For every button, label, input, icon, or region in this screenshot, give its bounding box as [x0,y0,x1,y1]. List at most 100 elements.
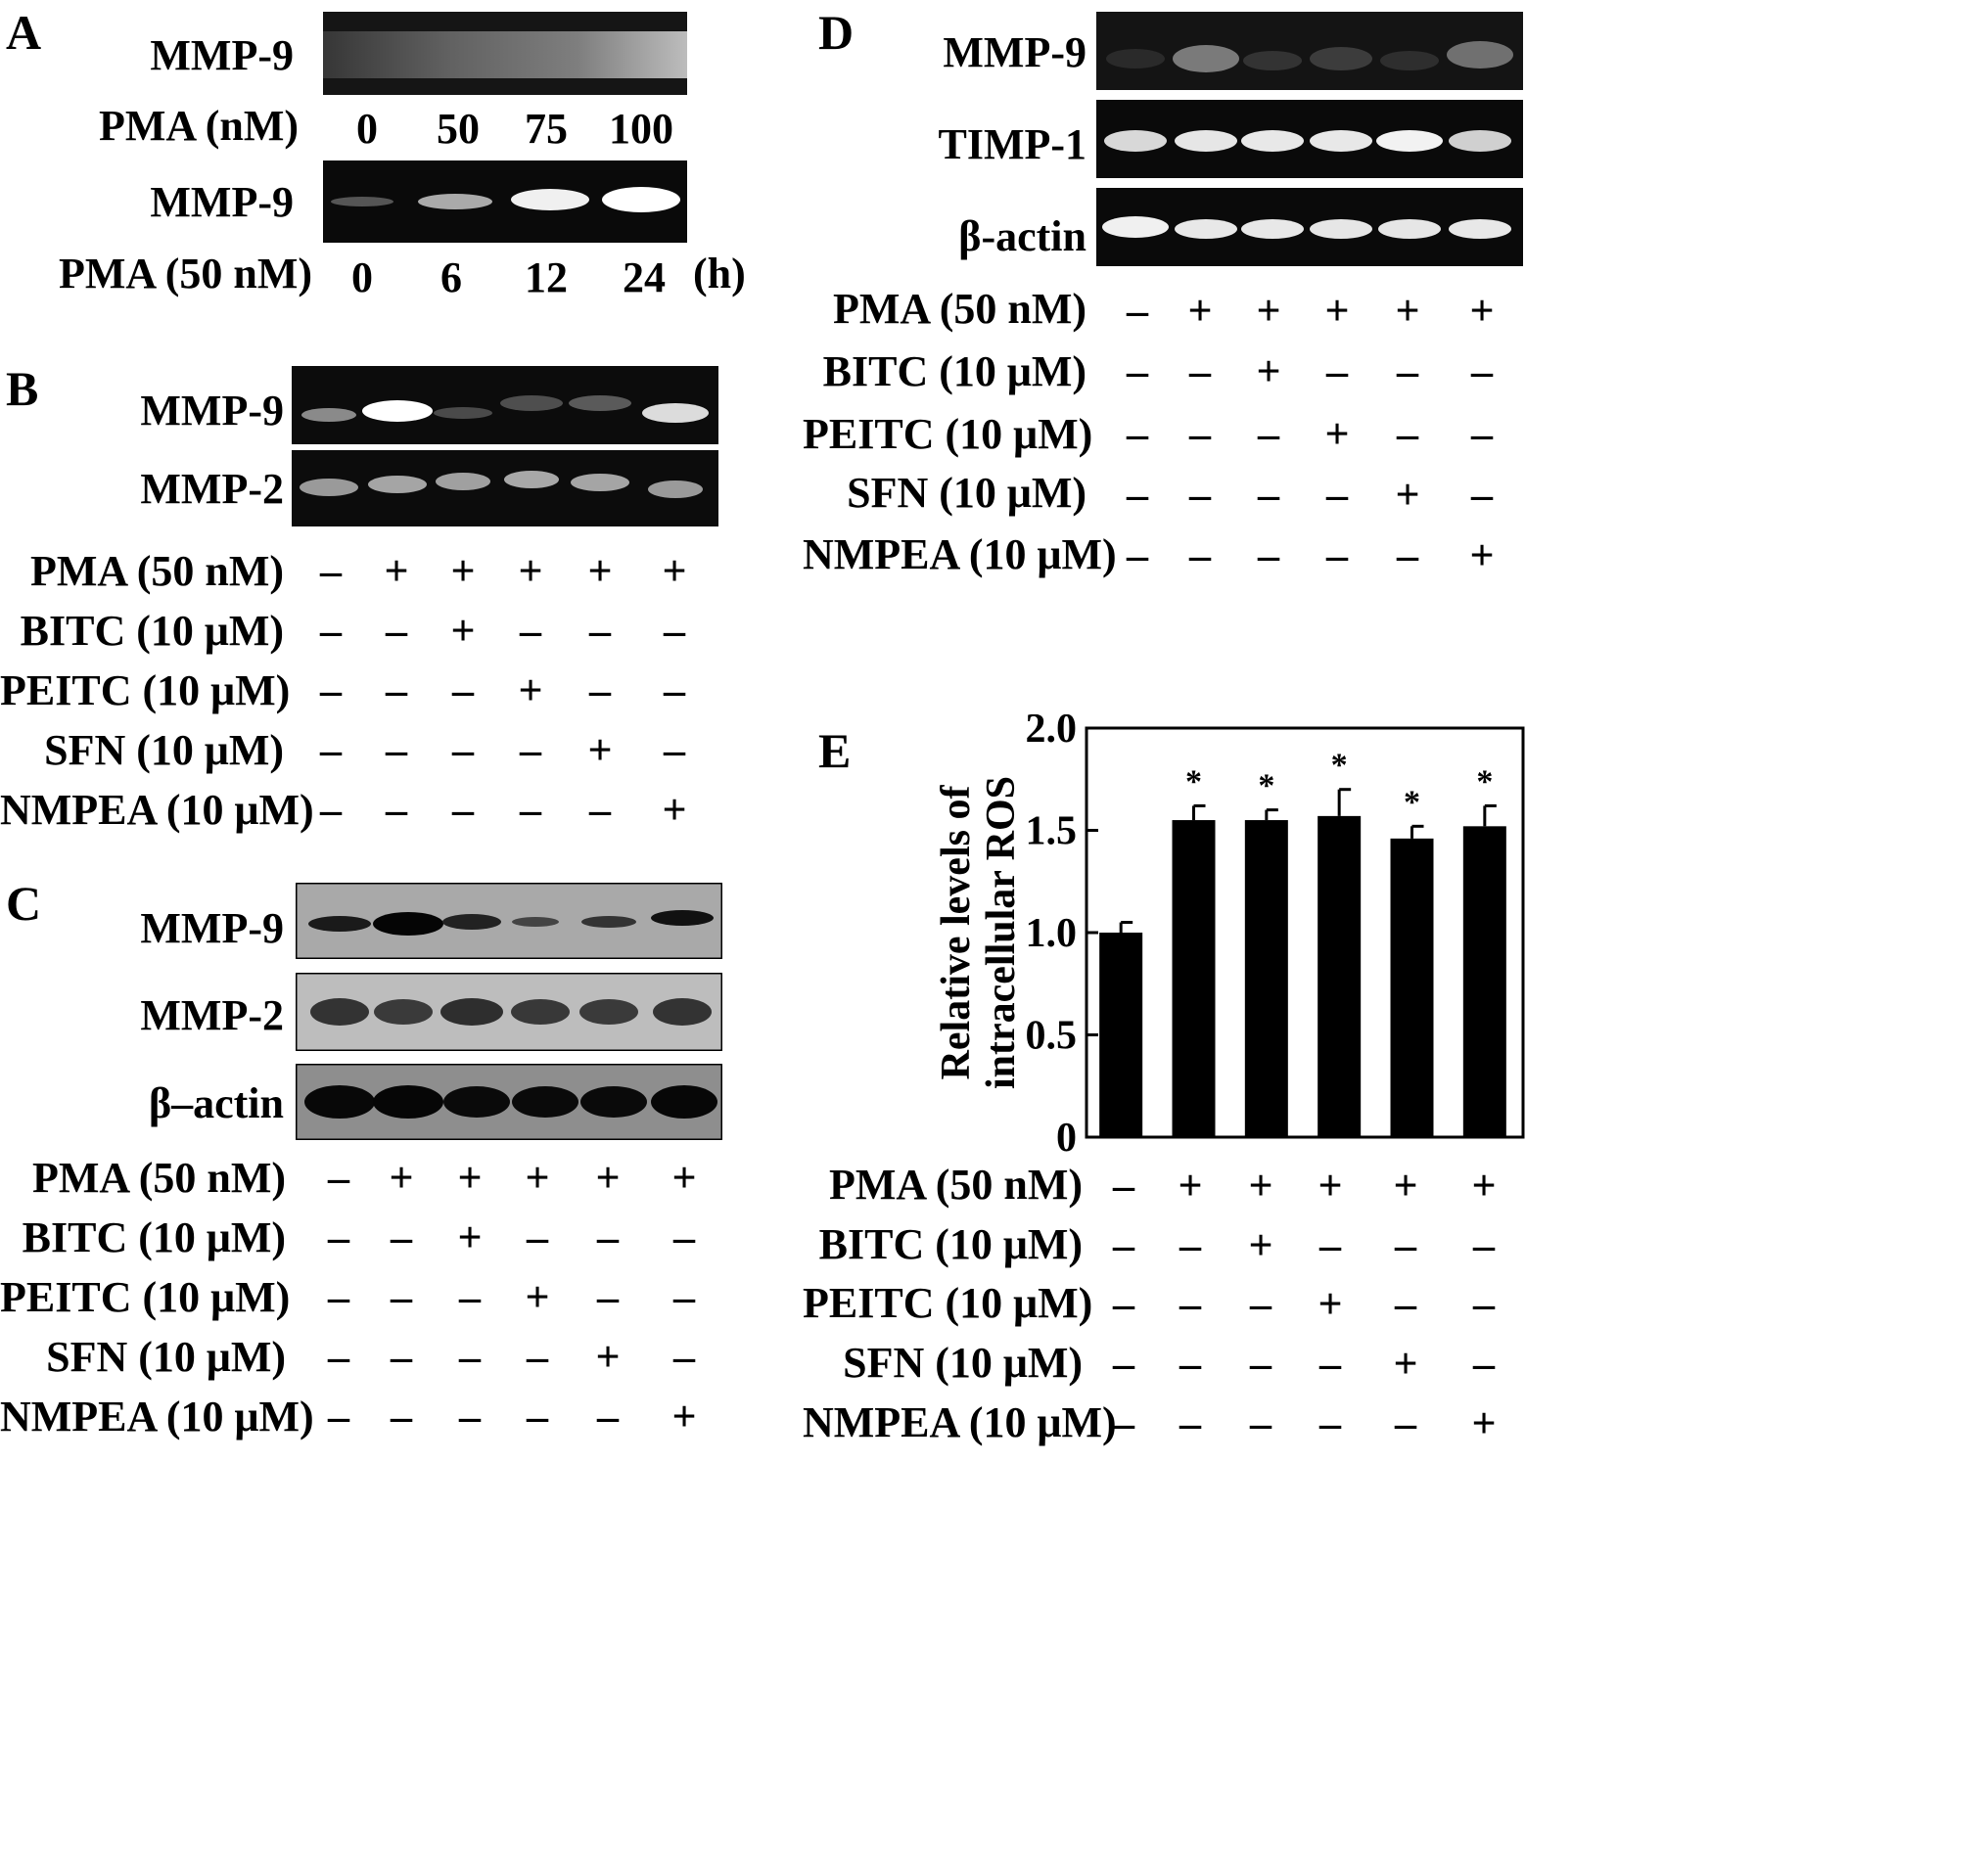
treatment-sign: – [1397,347,1418,395]
panel-a-row2-value: 0 [351,253,373,301]
treatment-label: PEITC (10 μM) [0,1273,291,1321]
panel-b-gel-label: MMP-2 [140,465,284,513]
treatment-sign: + [1178,1162,1203,1210]
treatment-sign: + [587,726,613,774]
treatment-sign: + [587,547,613,595]
treatment-sign: – [1189,347,1211,395]
bar [1244,820,1288,1137]
treatment-sign: – [1189,471,1211,519]
treatment-sign: – [1397,410,1418,458]
panel-b-gel-label: MMP-9 [140,387,284,434]
treatment-label: SFN (10 μM) [44,726,284,774]
ros-bar-chart: 0 0.5 1.0 1.5 2.0 * * * * * Relative levels ofin… [934,714,1525,1161]
treatment-sign: – [597,1273,619,1321]
treatment-sign: + [1393,1162,1418,1210]
y-tick-label: 2.0 [1026,714,1078,752]
treatment-sign: – [589,607,611,655]
treatment-sign: – [673,1273,695,1321]
panel-d-gel-timp1 [1096,100,1523,178]
treatment-sign: – [1127,347,1148,395]
treatment-sign: – [320,607,342,655]
treatment-sign: + [1187,287,1213,335]
panel-c-blot-mmp9 [296,883,722,959]
treatment-sign: – [597,1393,619,1441]
treatment-sign: – [1250,1280,1271,1328]
significance-marker: * [1185,763,1202,800]
treatment-sign: + [518,547,543,595]
panel-letter-c: C [6,876,42,931]
treatment-sign: – [1189,410,1211,458]
treatment-label: SFN (10 μM) [46,1333,286,1381]
treatment-sign: – [520,726,541,774]
treatment-sign: – [673,1333,695,1381]
panel-a-row1-label: PMA (nM) [98,102,299,150]
treatment-sign: + [1469,531,1495,579]
panel-c-blot-label: MMP-2 [140,991,284,1039]
treatment-sign: + [457,1213,483,1261]
panel-d-gel-label: β-actin [958,212,1086,260]
panel-letter-d: D [818,5,855,60]
bar [1390,838,1434,1137]
treatment-sign: – [1397,531,1418,579]
treatment-sign: – [1179,1399,1201,1447]
treatment-sign: – [328,1273,349,1321]
treatment-sign: – [1258,410,1279,458]
panel-d-gel-label: MMP-9 [943,28,1086,76]
significance-marker: * [1331,748,1348,784]
panel-d-gel-mmp9 [1096,12,1523,90]
significance-marker: * [1476,763,1493,800]
treatment-sign: – [1319,1340,1341,1388]
panel-a-row2-value: 24 [623,253,666,301]
treatment-sign: + [1256,347,1281,395]
treatment-sign: – [597,1213,619,1261]
treatment-sign: – [1179,1221,1201,1269]
treatment-sign: – [328,1393,349,1441]
treatment-sign: + [1248,1221,1273,1269]
treatment-sign: + [1256,287,1281,335]
panel-c-blot-mmp2 [296,973,722,1051]
panel-letter-e: E [818,723,852,778]
treatment-sign: – [1395,1280,1416,1328]
treatment-sign: – [1258,471,1279,519]
treatment-sign: + [1324,410,1350,458]
panel-a-gel2-label: MMP-9 [150,178,294,226]
treatment-sign: – [664,726,685,774]
treatment-sign: + [1471,1399,1497,1447]
chart-frame [1085,726,1525,1139]
treatment-sign: – [1127,471,1148,519]
treatment-sign: – [320,547,342,595]
treatment-sign: – [386,666,407,714]
panel-c-blot-label: MMP-9 [140,904,284,952]
panel-letter-b: B [6,361,39,416]
treatment-label: PEITC (10 μM) [803,1279,1093,1327]
treatment-sign: + [662,786,687,834]
treatment-sign: + [662,547,687,595]
treatment-sign: + [450,547,476,595]
treatment-sign: + [384,547,409,595]
treatment-sign: – [320,786,342,834]
panel-c-blot-actin [296,1064,722,1140]
treatment-sign: – [520,786,541,834]
bar [1099,933,1143,1137]
panel-a-row1-value: 100 [609,105,673,153]
treatment-sign: – [391,1393,412,1441]
panel-a-row1-value: 75 [525,105,568,153]
treatment-label: BITC (10 μM) [818,1220,1083,1268]
treatment-sign: – [452,726,474,774]
treatment-sign: + [1248,1162,1273,1210]
panel-d-gel-label: TIMP-1 [938,120,1086,168]
treatment-sign: – [1319,1221,1341,1269]
panel-a-row1-value: 50 [437,105,480,153]
treatment-sign: – [1473,1340,1495,1388]
treatment-sign: + [389,1154,414,1202]
treatment-sign: – [1189,531,1211,579]
treatment-label: NMPEA (10 μM) [803,530,1117,578]
treatment-sign: – [1127,287,1148,335]
panel-a-gel1 [323,12,687,95]
panel-a-gel2 [323,160,687,243]
treatment-sign: – [320,726,342,774]
panel-letter-a: A [6,5,42,60]
treatment-sign: – [386,726,407,774]
treatment-label: PMA (50 nM) [832,285,1086,333]
treatment-sign: + [1469,287,1495,335]
